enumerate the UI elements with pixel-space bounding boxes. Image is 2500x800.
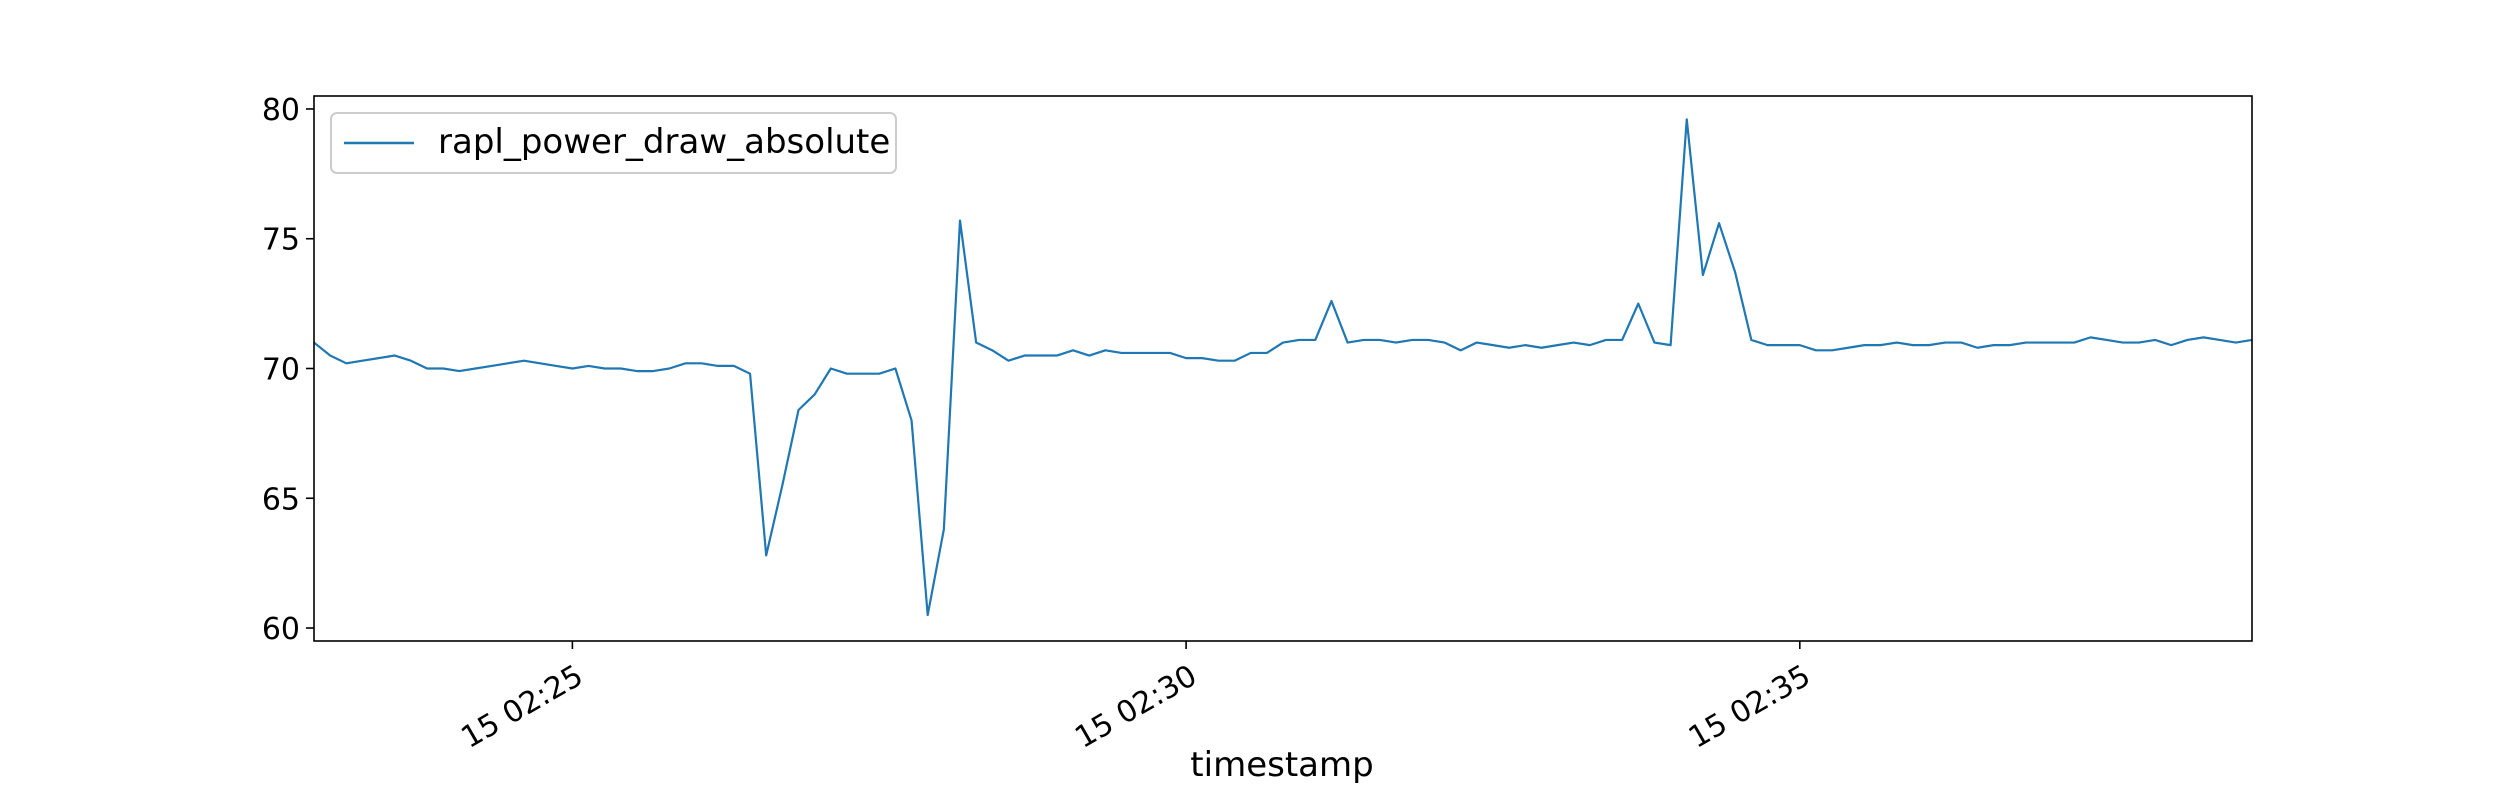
y-tick-label: 65 — [262, 482, 300, 517]
y-tick-label: 80 — [262, 93, 300, 128]
y-tick-label: 60 — [262, 612, 300, 647]
series-line — [313, 118, 2253, 617]
y-axis: 60 65 70 75 80 — [262, 93, 314, 647]
legend-box — [330, 112, 897, 174]
legend: rapl_power_draw_absolute — [330, 112, 897, 174]
y-tick-label: 75 — [262, 223, 300, 258]
x-axis-label: timestamp — [1190, 745, 1373, 785]
legend-label: rapl_power_draw_absolute — [438, 122, 890, 162]
y-tick-label: 70 — [262, 353, 300, 388]
